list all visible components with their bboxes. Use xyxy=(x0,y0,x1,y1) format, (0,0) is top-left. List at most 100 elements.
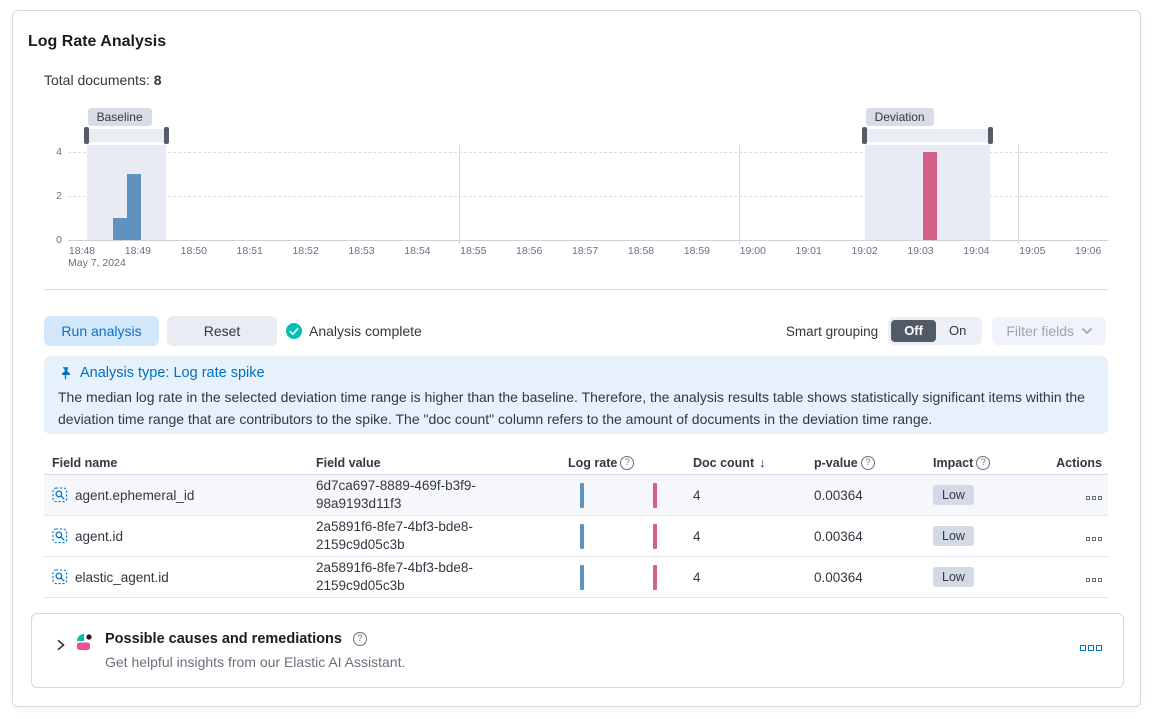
reset-button[interactable]: Reset xyxy=(167,316,277,346)
field-name: agent.ephemeral_id xyxy=(75,487,195,503)
baseline-badge: Baseline xyxy=(87,108,152,126)
x-axis-label: 19:02 xyxy=(851,245,878,257)
impact-badge: Low xyxy=(933,526,974,546)
x-axis-label: 18:50 xyxy=(180,245,207,257)
elastic-ai-assistant-icon xyxy=(77,634,92,650)
deviation-badge: Deviation xyxy=(865,108,934,126)
p-value-info-icon[interactable] xyxy=(860,456,875,470)
p-value: 0.00364 xyxy=(814,569,863,585)
deviation-rate-bar xyxy=(653,523,657,549)
baseline-brush-left-handle[interactable] xyxy=(83,127,89,144)
row-actions-icon[interactable] xyxy=(1086,536,1102,541)
chart-bar-baseline xyxy=(127,174,142,240)
smart-grouping-toggle: Off On xyxy=(888,317,983,345)
log-rate-info-icon[interactable] xyxy=(620,456,635,470)
col-p-value[interactable]: p-value xyxy=(806,446,925,475)
col-actions: Actions xyxy=(1040,446,1108,475)
y-axis-label: 4 xyxy=(56,146,62,158)
field-filter-icon[interactable] xyxy=(52,569,68,585)
baseline-brush-right-handle[interactable] xyxy=(163,127,169,144)
baseline-brush[interactable] xyxy=(83,127,169,144)
sort-desc-icon xyxy=(754,456,766,470)
field-filter-icon[interactable] xyxy=(52,528,68,544)
check-circle-icon xyxy=(286,323,302,339)
baseline-rate-bar xyxy=(580,523,584,549)
x-axis-label: 18:58 xyxy=(627,245,655,257)
col-field-value[interactable]: Field value xyxy=(308,446,560,475)
x-axis-label: 19:05 xyxy=(1019,245,1046,257)
panel-actions-icon[interactable] xyxy=(1080,645,1102,651)
vertical-gridline xyxy=(738,145,740,244)
chevron-down-icon xyxy=(1082,328,1092,334)
col-field-name[interactable]: Field name xyxy=(44,446,308,475)
deviation-brush-right-handle[interactable] xyxy=(988,127,994,144)
filter-fields-label: Filter fields xyxy=(1006,323,1074,339)
total-documents: Total documents: 8 xyxy=(44,72,162,88)
impact-info-icon[interactable] xyxy=(976,456,991,470)
possible-causes-info-icon[interactable] xyxy=(352,632,367,646)
baseline-rate-bar xyxy=(580,564,584,590)
chart-bar-baseline xyxy=(113,218,128,240)
vertical-gridline xyxy=(459,145,461,244)
log-rate-mini-chart xyxy=(568,482,681,508)
chevron-right-icon[interactable] xyxy=(54,638,68,652)
horizontal-gridline xyxy=(68,196,1108,197)
x-axis-label: 19:01 xyxy=(795,245,822,257)
row-actions-icon[interactable] xyxy=(1086,495,1102,500)
toggle-off-button[interactable]: Off xyxy=(891,320,936,342)
total-documents-value: 8 xyxy=(153,72,162,88)
x-axis-label: 19:06 xyxy=(1075,245,1102,257)
analysis-type-callout: Analysis type: Log rate spike The median… xyxy=(44,356,1108,434)
deviation-brush-left-handle[interactable] xyxy=(861,127,867,144)
impact-badge: Low xyxy=(933,567,974,587)
right-controls: Smart grouping Off On Filter fields xyxy=(786,316,1106,346)
possible-causes-title: Possible causes and remediations xyxy=(105,631,342,647)
log-rate-mini-chart xyxy=(568,523,681,549)
x-axis-label: 18:55 xyxy=(460,245,487,257)
x-axis-label: 18:59 xyxy=(683,245,711,257)
x-axis-label: 18:52 xyxy=(292,245,319,257)
table-row: agent.ephemeral_id 6d7ca697-8889-469f-b3… xyxy=(44,474,1108,516)
x-axis-label: 18:51 xyxy=(236,245,263,257)
col-doc-count[interactable]: Doc count xyxy=(685,446,806,475)
analysis-results-table: Field name Field value Log rate Doc coun… xyxy=(44,446,1108,598)
possible-causes-panel[interactable]: Possible causes and remediations Get hel… xyxy=(31,613,1124,688)
y-axis-label: 2 xyxy=(56,190,62,202)
field-name: elastic_agent.id xyxy=(75,569,169,585)
callout-title: Analysis type: Log rate spike xyxy=(80,365,265,381)
vertical-gridline xyxy=(1018,145,1020,244)
toggle-on-button[interactable]: On xyxy=(948,323,967,338)
field-filter-icon[interactable] xyxy=(52,487,68,503)
p-value: 0.00364 xyxy=(814,487,863,503)
x-axis-label: 19:00 xyxy=(739,245,766,257)
page-title: Log Rate Analysis xyxy=(28,33,167,50)
deviation-rate-bar xyxy=(653,482,657,508)
p-value: 0.00364 xyxy=(814,528,863,544)
log-rate-mini-chart xyxy=(568,564,681,590)
table-row: agent.id 2a5891f6-8fe7-4bf3-bde8-2159c9d… xyxy=(44,515,1108,557)
field-name: agent.id xyxy=(75,528,124,544)
x-axis-label: 18:54 xyxy=(404,245,431,257)
x-axis-label: 18:49 xyxy=(124,245,152,257)
filter-fields-button[interactable]: Filter fields xyxy=(992,317,1106,345)
col-log-rate[interactable]: Log rate xyxy=(560,446,685,475)
table-row: elastic_agent.id 2a5891f6-8fe7-4bf3-bde8… xyxy=(44,556,1108,598)
deviation-brush[interactable] xyxy=(861,127,994,144)
deviation-rate-bar xyxy=(653,564,657,590)
table-header-row: Field name Field value Log rate Doc coun… xyxy=(44,446,1108,475)
x-axis-label: 18:57 xyxy=(571,245,599,257)
x-axis-label: 19:04 xyxy=(963,245,990,257)
chart-bar-deviation xyxy=(922,152,937,240)
analysis-status: Analysis complete xyxy=(286,323,422,339)
callout-body: The median log rate in the selected devi… xyxy=(58,389,1085,427)
possible-causes-subtitle: Get helpful insights from our Elastic AI… xyxy=(105,654,406,670)
horizontal-gridline xyxy=(68,152,1108,153)
x-axis-line xyxy=(68,240,1108,241)
col-impact[interactable]: Impact xyxy=(925,446,1040,475)
section-divider xyxy=(44,289,1108,290)
run-analysis-button[interactable]: Run analysis xyxy=(44,316,159,346)
row-actions-icon[interactable] xyxy=(1086,577,1102,582)
x-axis-label: 18:53 xyxy=(348,245,375,257)
x-axis-label: 19:03 xyxy=(907,245,934,257)
